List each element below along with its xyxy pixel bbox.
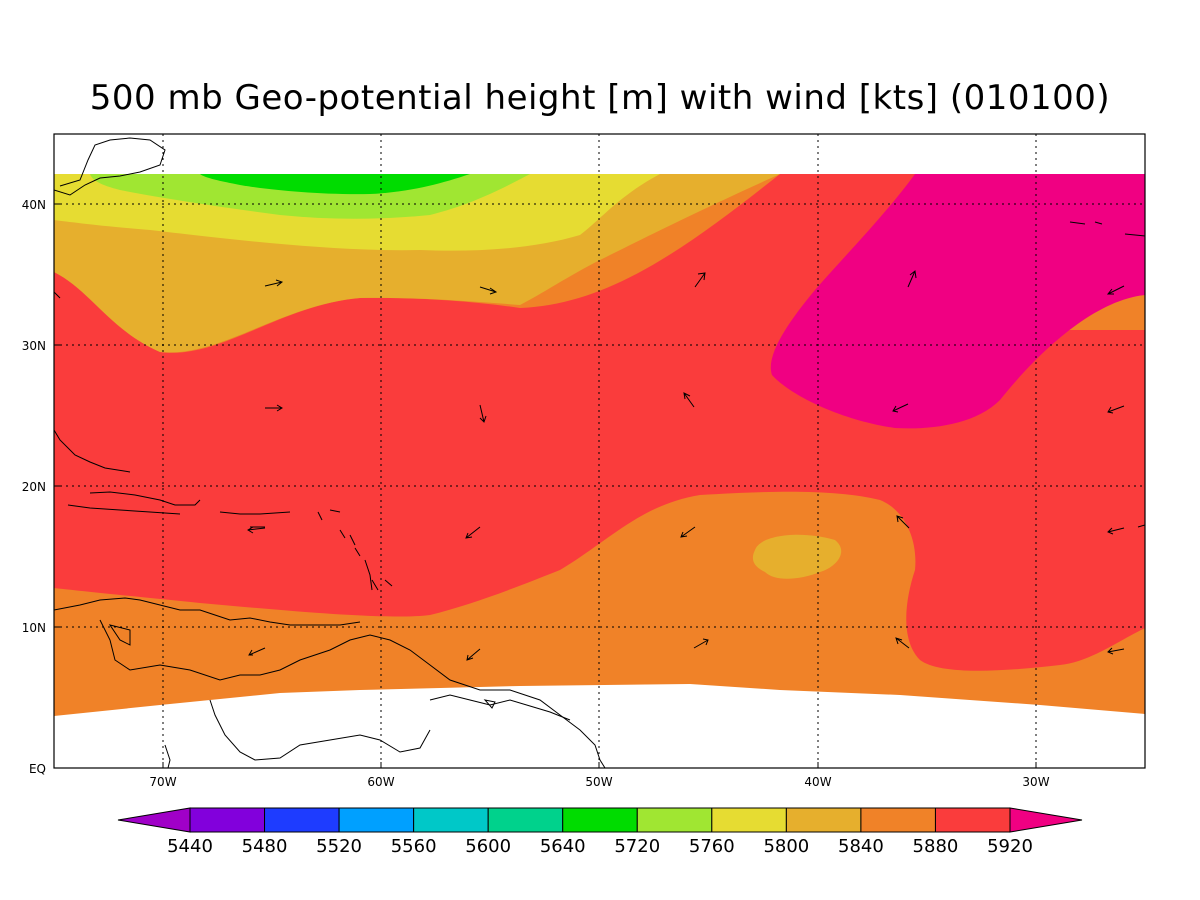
colorbar-label: 5760 [689, 836, 735, 857]
band-5840-blob [752, 534, 842, 579]
colorbar-swatch [562, 807, 638, 833]
lat-labels: EQ 10N 20N 30N 40N [22, 198, 46, 776]
colorbar-swatch [860, 807, 936, 833]
lat-tick-label: 10N [22, 621, 46, 635]
wind-arrow [479, 286, 498, 295]
colorbar-swatch [264, 807, 340, 833]
wind-arrow [247, 526, 266, 534]
colorbar-label: 5920 [987, 836, 1033, 857]
colorbar-label: 5600 [465, 836, 511, 857]
wind-arrow [1137, 524, 1146, 528]
colorbar-label: 5640 [540, 836, 586, 857]
lat-tick-label: EQ [29, 762, 46, 776]
grid-lines [54, 134, 1145, 768]
colorbar-arrow-high [1009, 807, 1083, 833]
colorbar-label: 5480 [242, 836, 288, 857]
wind-arrow [1107, 527, 1125, 535]
wind-arrow [465, 526, 481, 539]
colorbar-swatch [934, 807, 1011, 833]
wind-arrow [466, 648, 481, 661]
colorbar-swatch [487, 807, 564, 833]
colorbar-arrow-low [117, 807, 191, 833]
wind-arrow [694, 272, 706, 288]
colorbar-swatch [189, 807, 266, 833]
colorbar-label: 5720 [614, 836, 660, 857]
lat-tick-label: 30N [22, 339, 46, 353]
wind-arrow [680, 526, 696, 538]
wind-arrow [1107, 405, 1125, 414]
wind-arrow [683, 392, 695, 408]
colorbar: 5440 5480 5520 5560 5600 5640 5720 5760 5800 5840… [117, 807, 1083, 857]
wind-arrow [892, 403, 909, 413]
colorbar-swatch [636, 807, 713, 833]
wind-arrow [479, 404, 487, 423]
lon-labels: 70W 60W 50W 40W 30W [149, 775, 1049, 789]
colorbar-label: 5880 [913, 836, 959, 857]
lon-tick-label: 60W [367, 775, 394, 789]
wind-arrow [895, 637, 910, 649]
wind-arrow [248, 647, 266, 656]
colorbar-label: 5840 [838, 836, 884, 857]
wind-arrow [1106, 285, 1125, 295]
wind-arrow [693, 638, 709, 649]
lon-tick-label: 70W [149, 775, 176, 789]
lon-tick-label: 40W [804, 775, 831, 789]
colorbar-label: 5520 [316, 836, 362, 857]
lat-tick-label: 20N [22, 480, 46, 494]
colorbar-swatch [413, 807, 489, 833]
wind-arrow [896, 515, 910, 529]
colorbar-swatch [711, 807, 787, 833]
colorbar-label: 5800 [763, 836, 809, 857]
map-title: 500 mb Geo-potential height [m] with win… [89, 78, 1111, 118]
colorbar-swatch [785, 807, 862, 833]
wind-arrow [265, 404, 283, 412]
wind-arrow [1107, 647, 1125, 655]
coastlines [54, 137, 1145, 768]
colorbar-label: 5440 [167, 836, 213, 857]
axis-ticks [54, 203, 1037, 769]
wind-vectors [53, 270, 1146, 661]
colorbar-swatch [338, 807, 415, 833]
missing-bottom [54, 684, 1145, 768]
wind-arrow [53, 291, 61, 299]
lon-tick-label: 30W [1022, 775, 1049, 789]
wind-arrow [264, 279, 284, 287]
height-field [54, 134, 1145, 768]
lat-tick-label: 40N [22, 198, 46, 212]
wind-arrow [907, 270, 917, 288]
band-5720 [200, 174, 470, 195]
lon-tick-label: 50W [585, 775, 612, 789]
band-5960 [770, 174, 1145, 429]
colorbar-label: 5560 [391, 836, 437, 857]
